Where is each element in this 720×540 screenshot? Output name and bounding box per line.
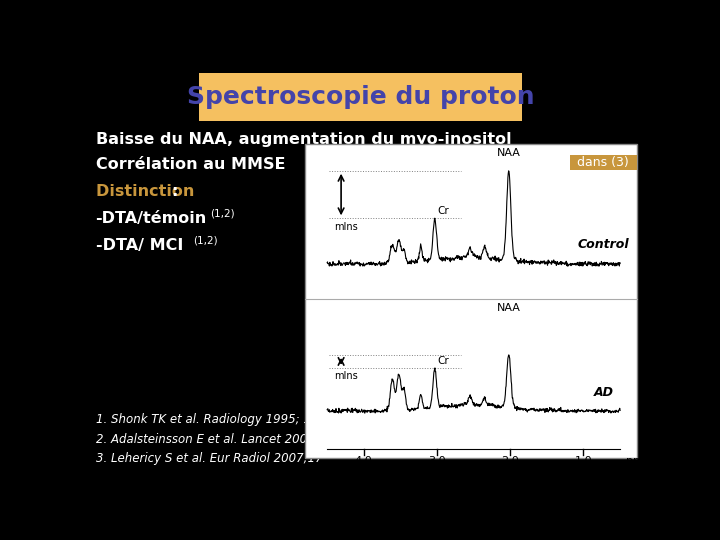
- Text: (1,2): (1,2): [210, 208, 235, 219]
- Text: Corrélation au MMSE: Corrélation au MMSE: [96, 157, 285, 172]
- Text: 3.0: 3.0: [428, 456, 446, 466]
- Text: Distinction: Distinction: [96, 184, 199, 199]
- Text: (1,2): (1,2): [193, 235, 218, 246]
- Text: -DTA/ MCI: -DTA/ MCI: [96, 238, 183, 253]
- Text: 2. Adalsteinsson E et al. Lancet 2000;13: 2. Adalsteinsson E et al. Lancet 2000;13: [96, 433, 333, 446]
- Bar: [570, 155, 637, 170]
- Text: dans (3): dans (3): [577, 156, 629, 169]
- Text: Cr: Cr: [438, 206, 449, 216]
- Text: 2.0: 2.0: [501, 456, 519, 466]
- Text: Control: Control: [577, 238, 629, 251]
- Text: NAA: NAA: [497, 148, 521, 158]
- Text: Spectroscopie du proton: Spectroscopie du proton: [186, 85, 534, 109]
- Text: Baisse du NAA, augmentation du myo-inositol: Baisse du NAA, augmentation du myo-inosi…: [96, 132, 511, 147]
- Text: 4.0: 4.0: [355, 456, 373, 466]
- Text: -DTA/témoin: -DTA/témoin: [96, 211, 207, 226]
- Text: mIns: mIns: [334, 221, 358, 232]
- Text: ppm: ppm: [626, 456, 651, 466]
- Bar: [305, 144, 637, 458]
- Text: mIns: mIns: [334, 371, 358, 381]
- Text: 1.0: 1.0: [575, 456, 593, 466]
- Text: 3. Lehericy S et al. Eur Radiol 2007;17: 3. Lehericy S et al. Eur Radiol 2007;17: [96, 453, 323, 465]
- Text: Cr: Cr: [438, 356, 449, 366]
- Text: :: :: [171, 184, 177, 199]
- Text: AD: AD: [593, 386, 613, 399]
- Text: 1. Shonk TK et al. Radiology 1995; 195: 1. Shonk TK et al. Radiology 1995; 195: [96, 413, 325, 426]
- Text: NAA: NAA: [497, 303, 521, 313]
- Bar: [199, 73, 523, 121]
